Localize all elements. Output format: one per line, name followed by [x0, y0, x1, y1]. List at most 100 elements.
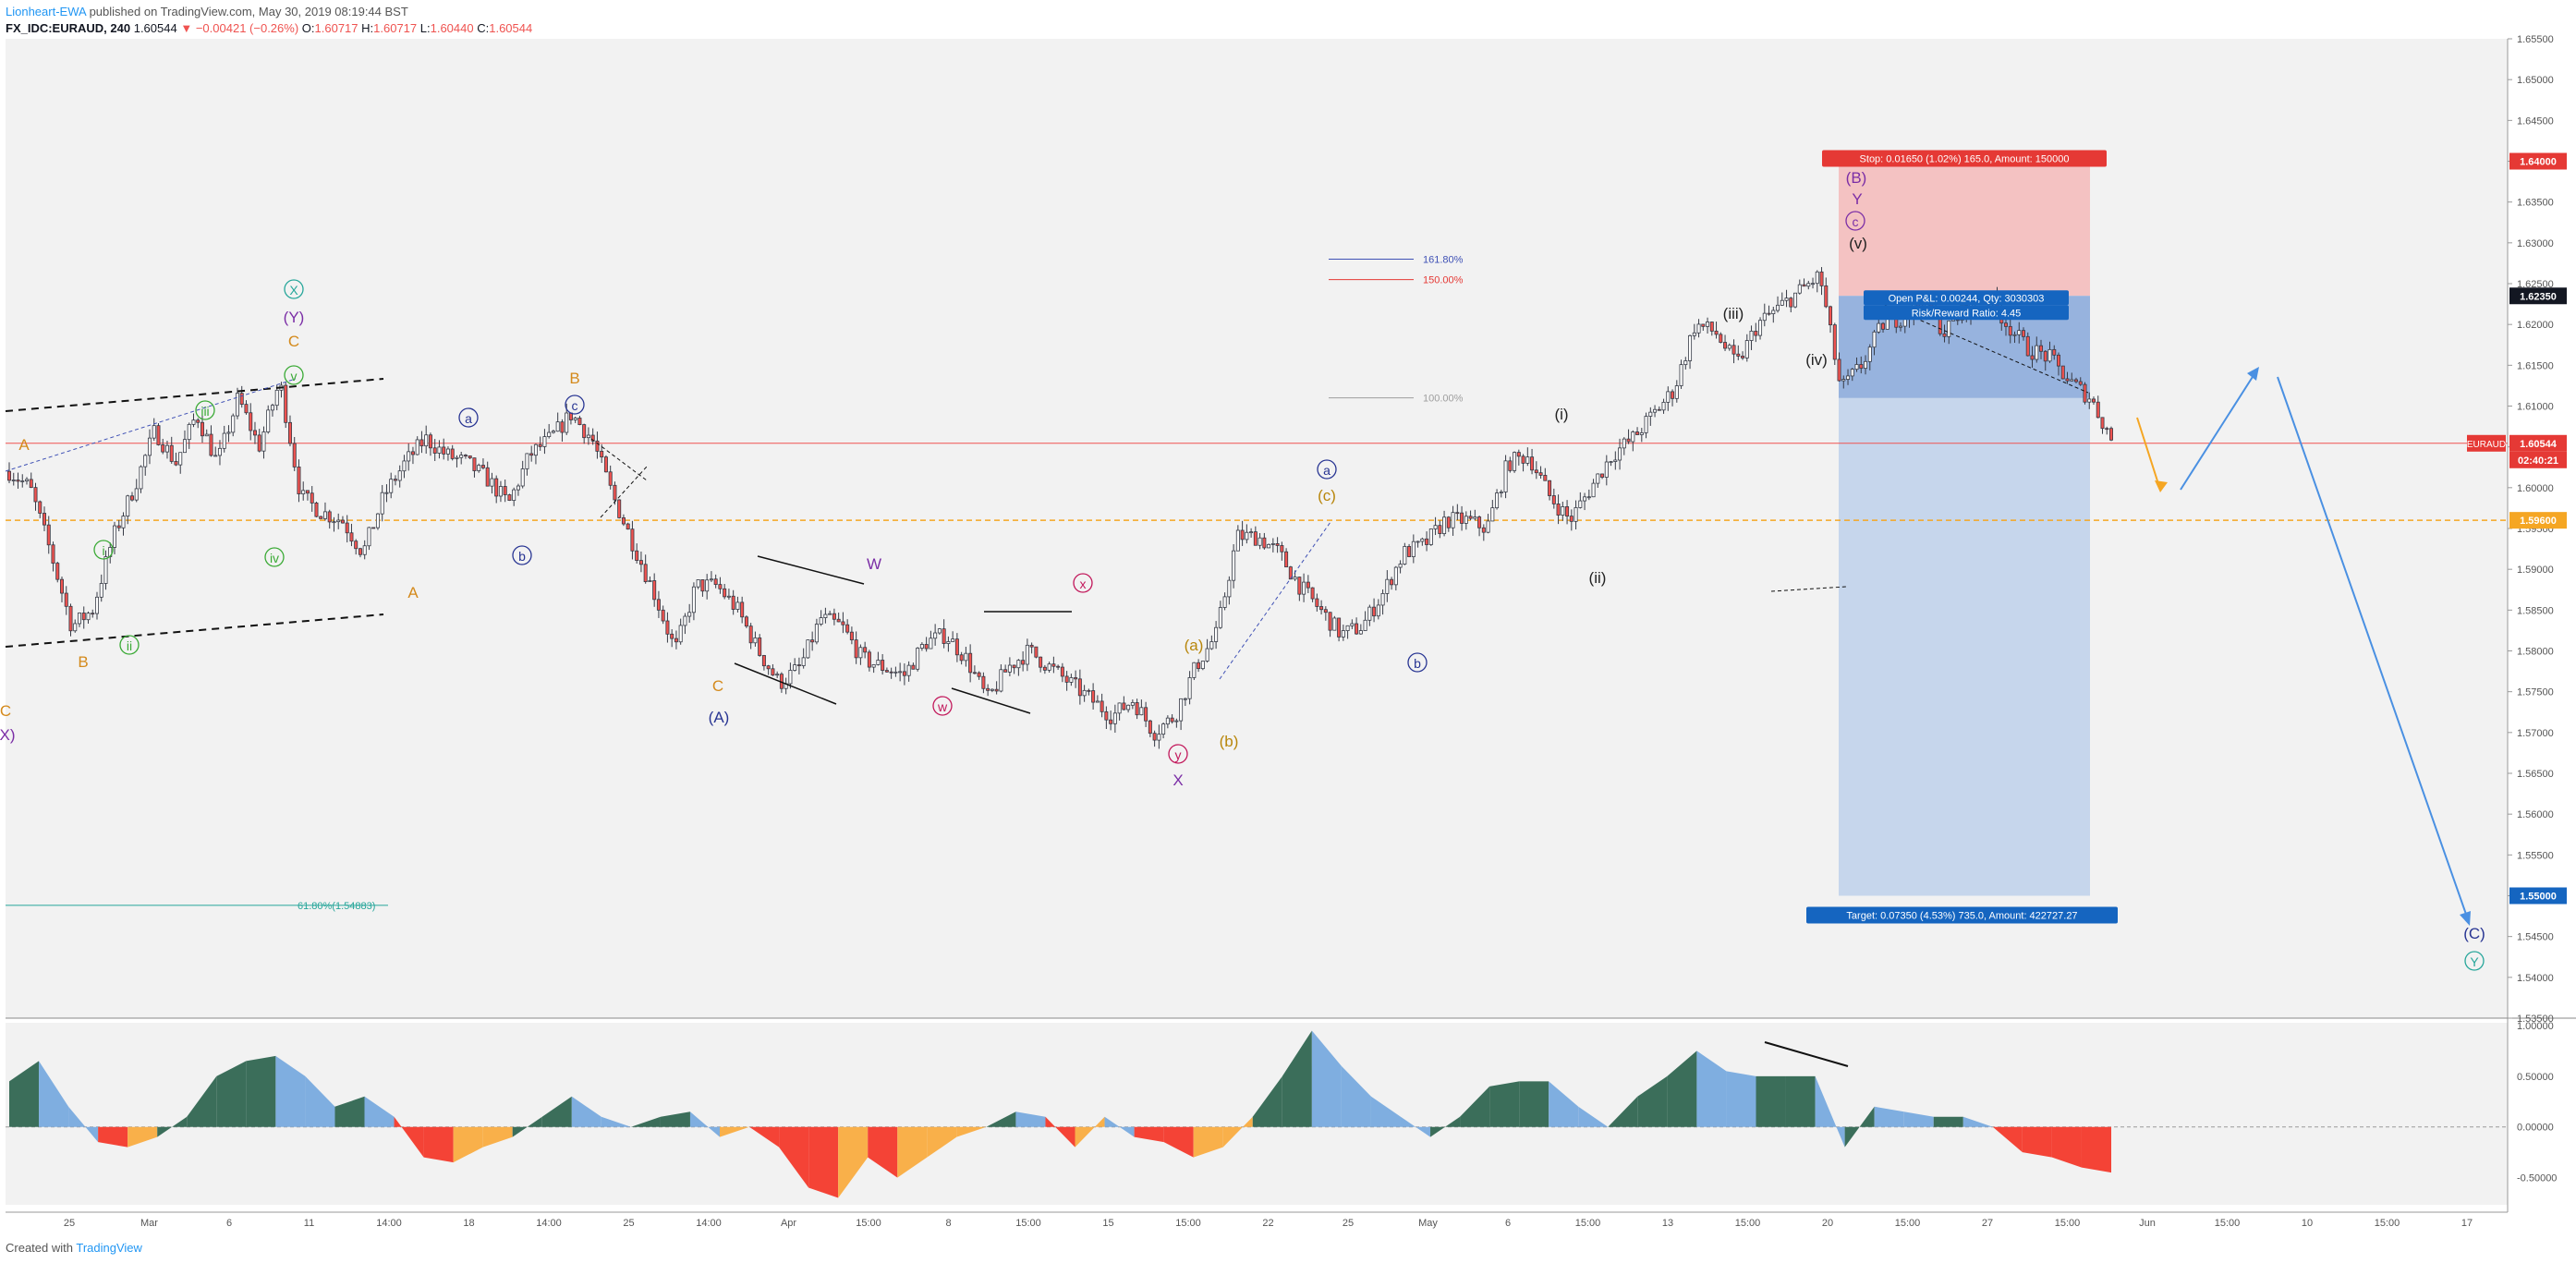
candle-bull [1793, 292, 1798, 308]
candle-bear [1135, 702, 1139, 716]
wave-label: (b) [1220, 733, 1239, 750]
wave-label-circle [565, 395, 585, 415]
candle-bull [1609, 461, 1613, 463]
channel-upper [5, 378, 384, 412]
osc-area [1222, 1116, 1253, 1148]
candle-bear [977, 672, 981, 677]
osc-area [1726, 1071, 1756, 1127]
candle-bull [648, 580, 652, 582]
candle-bear [2096, 401, 2100, 419]
symbol-label[interactable]: FX_IDC:EURAUD, 240 [6, 21, 131, 35]
price-axis[interactable]: 1.65500 1.65000 1.64500 1.64000 1.63500 1.630… [2467, 34, 2567, 1025]
osc-area [423, 1126, 454, 1163]
candle-bear [249, 412, 253, 431]
candle-bear [849, 631, 854, 640]
candle-bull [1187, 677, 1192, 699]
candle-bull [1618, 447, 1622, 461]
time-axis[interactable]: 25 Mar 6 11 14:00 18 14:00 25 14:00 Apr 15:00 8 15:0… [64, 1218, 2473, 1229]
candle-bull [99, 583, 103, 598]
price-tick-label: 1.61000 [2517, 402, 2554, 413]
osc-area [394, 1116, 424, 1158]
candle-bear [1306, 581, 1310, 589]
projection-orange [2136, 417, 2161, 491]
price-value: 1.60544 [133, 21, 177, 35]
candle-bull [1639, 432, 1644, 435]
time-tick-label: 27 [1982, 1218, 1993, 1229]
candle-bear [761, 655, 766, 667]
position-tool[interactable] [1839, 161, 2090, 896]
wave-label: (a) [1185, 637, 1204, 654]
candle-bull [336, 519, 341, 523]
candle-bull [1495, 492, 1500, 509]
osc-area [1844, 1106, 1875, 1148]
candle-bear [349, 532, 354, 542]
arrow-head-icon [2460, 911, 2471, 926]
candle-bear [867, 651, 871, 668]
price-tick-label: 1.57500 [2517, 687, 2554, 698]
candle-bear [2008, 325, 2012, 336]
candle-bull [266, 409, 271, 432]
wave-label-circle [512, 545, 532, 565]
candle-bear [1297, 577, 1302, 595]
candle-bull [1586, 496, 1591, 499]
osc-area [2051, 1126, 2082, 1168]
candle-bull [1345, 625, 1350, 631]
candle-bull [1157, 734, 1161, 741]
osc-tick-label: -0.50000 [2517, 1173, 2557, 1184]
candle-bull [573, 418, 577, 420]
candle-bull [801, 657, 806, 666]
candle-bear [1824, 285, 1829, 308]
candle-bear [590, 434, 595, 442]
high-value: 1.60717 [373, 21, 418, 35]
candle-bear [1719, 334, 1723, 343]
osc-area [927, 1126, 957, 1158]
candle-bull [1503, 460, 1508, 492]
candle-bear [450, 448, 455, 459]
price-tick-label: 1.62500 [2517, 279, 2554, 290]
wave-label: w [937, 699, 948, 714]
candle-bear [1087, 689, 1091, 692]
time-tick-label: 15:00 [1895, 1218, 1921, 1229]
candle-bull [222, 432, 226, 449]
candle-bear [1789, 298, 1793, 308]
candle-bull [103, 556, 108, 584]
candle-bull [1525, 456, 1530, 464]
osc-area [1045, 1116, 1075, 1148]
osc-area [1460, 1086, 1490, 1127]
candle-bear [1328, 612, 1332, 631]
triangle-top [757, 555, 865, 585]
wave-label: (ii) [1589, 569, 1607, 587]
published-text: published on TradingView.com, May 30, 20… [89, 5, 408, 18]
candle-bear [1197, 662, 1201, 670]
tradingview-logo[interactable]: TradingView [76, 1241, 142, 1255]
candle-bear [319, 516, 323, 519]
open-value: 1.60717 [314, 21, 358, 35]
candle-bull [1762, 312, 1767, 322]
time-tick-label: Jun [2139, 1218, 2156, 1229]
ratio-label-text: Risk/Reward Ratio: 4.45 [1912, 308, 2022, 319]
stop-label-box [1822, 150, 2107, 167]
candle-bull [1192, 662, 1197, 678]
candle-bear [485, 467, 490, 487]
candle-bear [731, 595, 735, 610]
candle-bear [981, 675, 986, 689]
candle-bear [1543, 475, 1548, 481]
time-tick-label: 15:00 [2215, 1218, 2241, 1229]
wave-label-circle [195, 400, 215, 420]
candle-bear [1100, 700, 1104, 712]
candle-bull [424, 434, 429, 447]
osc-area [956, 1126, 987, 1137]
author-link[interactable]: Lionheart-EWA [6, 5, 86, 18]
time-tick-label: 15:00 [1735, 1218, 1761, 1229]
candle-bear [748, 625, 753, 644]
candle-bear [1569, 516, 1574, 522]
candle-bull [1139, 707, 1144, 716]
candle-bear [635, 550, 639, 561]
candle-bear [1477, 516, 1482, 528]
stop-label-text: Stop: 0.01650 (1.02%) 165.0, Amount: 150… [1860, 154, 2070, 165]
candle-bear [244, 404, 249, 414]
candle-bull [1846, 375, 1851, 380]
wave-label: v [291, 369, 298, 383]
candle-bear [305, 490, 310, 494]
